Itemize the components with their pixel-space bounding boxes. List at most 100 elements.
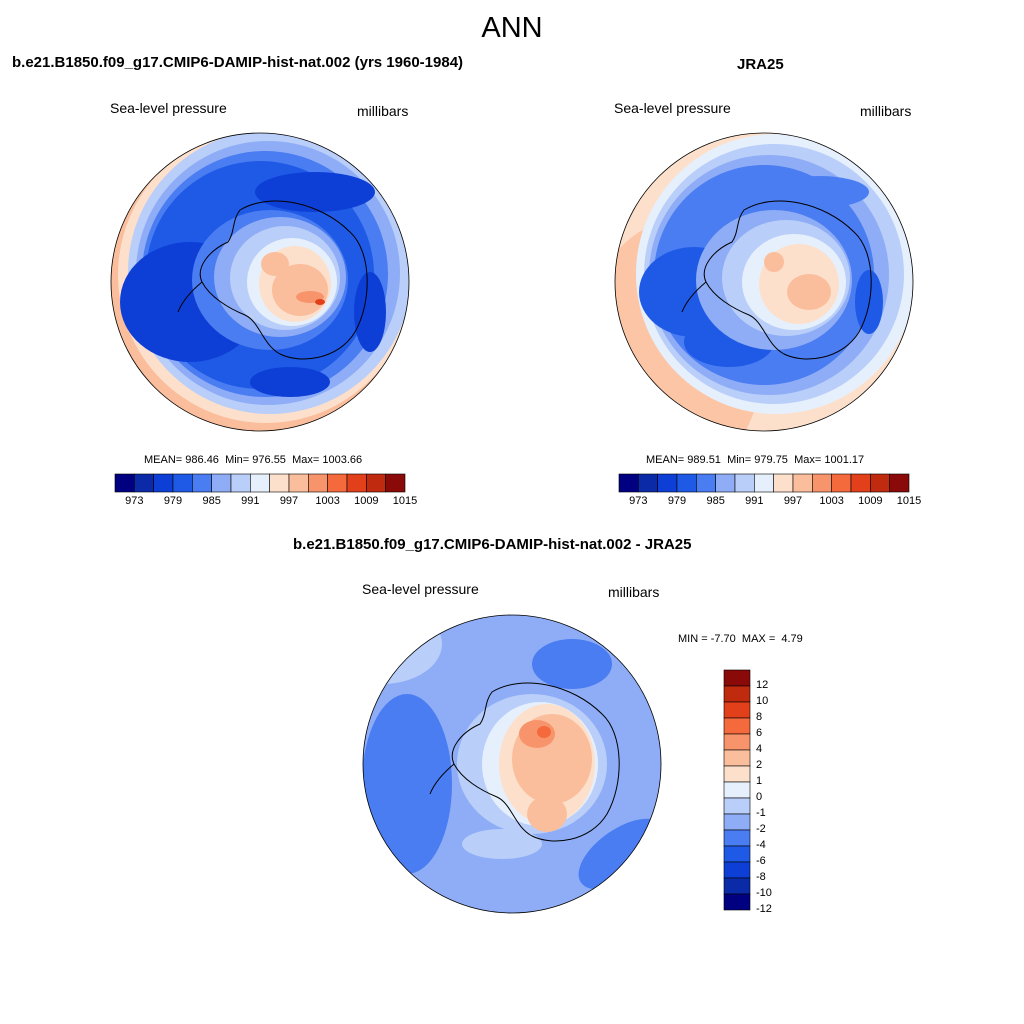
panel2-colorbar: [618, 473, 910, 493]
panel2-max-value: 1001.17: [824, 454, 865, 466]
colorbar-swatch: [773, 473, 794, 493]
colorbar-tick-label: 985: [202, 495, 221, 507]
colorbar-swatch: [288, 473, 309, 493]
colorbar-tick-label: 991: [745, 495, 764, 507]
panel1-min-value: 976.55: [252, 454, 286, 466]
panel1-title: b.e21.B1850.f09_g17.CMIP6-DAMIP-hist-nat…: [12, 54, 464, 71]
colorbar-swatch: [870, 473, 890, 493]
colorbar-swatch: [850, 473, 871, 493]
colorbar-swatch: [723, 685, 751, 703]
colorbar-tick-label: 10: [756, 695, 769, 707]
colorbar-tick-label: 997: [279, 495, 299, 507]
colorbar-tick-label: 973: [125, 495, 144, 507]
panel2-stats: MEAN= 989.51 Min= 979.75 Max= 1001.17: [646, 454, 864, 466]
colorbar-swatch: [385, 473, 406, 493]
diff-panel-title: b.e21.B1850.f09_g17.CMIP6-DAMIP-hist-nat…: [293, 536, 692, 553]
colorbar-tick-label: 0: [756, 791, 763, 803]
colorbar-tick-label: -1: [756, 807, 766, 819]
colorbar-swatch: [723, 749, 751, 767]
colorbar-swatch: [723, 669, 751, 687]
colorbar-tick-label: 12: [756, 679, 769, 691]
colorbar-swatch: [723, 813, 751, 831]
colorbar-tick-label: 2: [756, 759, 763, 771]
colorbar-swatch: [723, 829, 751, 847]
colorbar-tick-label: -2: [756, 823, 766, 835]
panel2-title: JRA25: [737, 56, 784, 73]
colorbar-tick-label: 985: [706, 495, 725, 507]
panel1-min-label: Min=: [225, 454, 250, 466]
colorbar-swatch: [723, 877, 751, 895]
colorbar-tick-label: -12: [756, 903, 772, 915]
colorbar-swatch: [792, 473, 813, 493]
colorbar-tick-label: 991: [241, 495, 260, 507]
colorbar-swatch: [723, 781, 751, 799]
colorbar-swatch: [676, 473, 697, 493]
colorbar-tick-label: -10: [756, 887, 772, 899]
panel2-variable-label: Sea-level pressure: [614, 100, 731, 116]
colorbar-swatch: [754, 473, 774, 493]
colorbar-tick-label: 1015: [392, 495, 418, 507]
panel2-polar-map: [614, 132, 914, 432]
panel2-mean-value: 989.51: [687, 454, 721, 466]
colorbar-tick-label: -6: [756, 855, 766, 867]
colorbar-swatch: [230, 473, 251, 493]
colorbar-swatch: [696, 473, 716, 493]
colorbar-swatch: [346, 473, 367, 493]
colorbar-tick-label: -4: [756, 839, 766, 851]
colorbar-swatch: [889, 473, 910, 493]
colorbar-swatch: [172, 473, 193, 493]
panel1-stats: MEAN= 986.46 Min= 976.55 Max= 1003.66: [144, 454, 362, 466]
panel2-mean-label: MEAN=: [646, 454, 685, 466]
colorbar-swatch: [308, 473, 328, 493]
colorbar-tick-label: 6: [756, 727, 763, 739]
panel1-max-label: Max=: [292, 454, 320, 466]
panel1-max-value: 1003.66: [322, 454, 363, 466]
colorbar-swatch: [723, 861, 751, 879]
colorbar-swatch: [723, 797, 751, 815]
diff-max-value: 4.79: [781, 633, 803, 645]
colorbar-swatch: [657, 473, 678, 493]
colorbar-swatch: [153, 473, 174, 493]
colorbar-swatch: [723, 717, 751, 735]
colorbar-tick-label: 973: [629, 495, 648, 507]
panel1-variable-label: Sea-level pressure: [110, 100, 227, 116]
diff-polar-map: [362, 614, 662, 914]
panel1-mean-label: MEAN=: [144, 454, 183, 466]
colorbar-tick-label: 8: [756, 711, 763, 723]
colorbar-swatch: [269, 473, 290, 493]
colorbar-swatch: [618, 473, 639, 493]
colorbar-tick-label: 1003: [819, 495, 844, 507]
colorbar-swatch: [114, 473, 135, 493]
colorbar-swatch: [327, 473, 348, 493]
diff-max-label: MAX =: [741, 633, 776, 645]
colorbar-tick-label: 979: [163, 495, 183, 507]
panel2-max-label: Max=: [794, 454, 822, 466]
colorbar-tick-label: 997: [783, 495, 803, 507]
panel2-min-label: Min=: [727, 454, 752, 466]
figure-title: ANN: [481, 12, 543, 44]
colorbar-swatch: [734, 473, 755, 493]
diff-variable-label: Sea-level pressure: [362, 581, 479, 597]
colorbar-tick-label: 1: [756, 775, 763, 787]
colorbar-swatch: [192, 473, 212, 493]
diff-units-label: millibars: [608, 584, 660, 600]
colorbar-swatch: [638, 473, 658, 493]
diff-colorbar: [723, 669, 751, 911]
colorbar-swatch: [134, 473, 154, 493]
colorbar-swatch: [812, 473, 832, 493]
panel2-min-value: 979.75: [754, 454, 788, 466]
colorbar-tick-label: 1009: [354, 495, 379, 507]
colorbar-swatch: [723, 893, 751, 911]
colorbar-swatch: [831, 473, 852, 493]
colorbar-swatch: [723, 733, 751, 751]
colorbar-swatch: [715, 473, 736, 493]
colorbar-swatch: [250, 473, 270, 493]
panel1-units-label: millibars: [357, 103, 409, 119]
colorbar-swatch: [723, 765, 751, 783]
diff-stats: MIN = -7.70 MAX = 4.79: [678, 633, 803, 645]
diff-min-label: MIN =: [678, 633, 708, 645]
colorbar-tick-label: 1009: [858, 495, 883, 507]
colorbar-tick-label: 1015: [896, 495, 922, 507]
colorbar-tick-label: 4: [756, 743, 763, 755]
colorbar-swatch: [211, 473, 232, 493]
